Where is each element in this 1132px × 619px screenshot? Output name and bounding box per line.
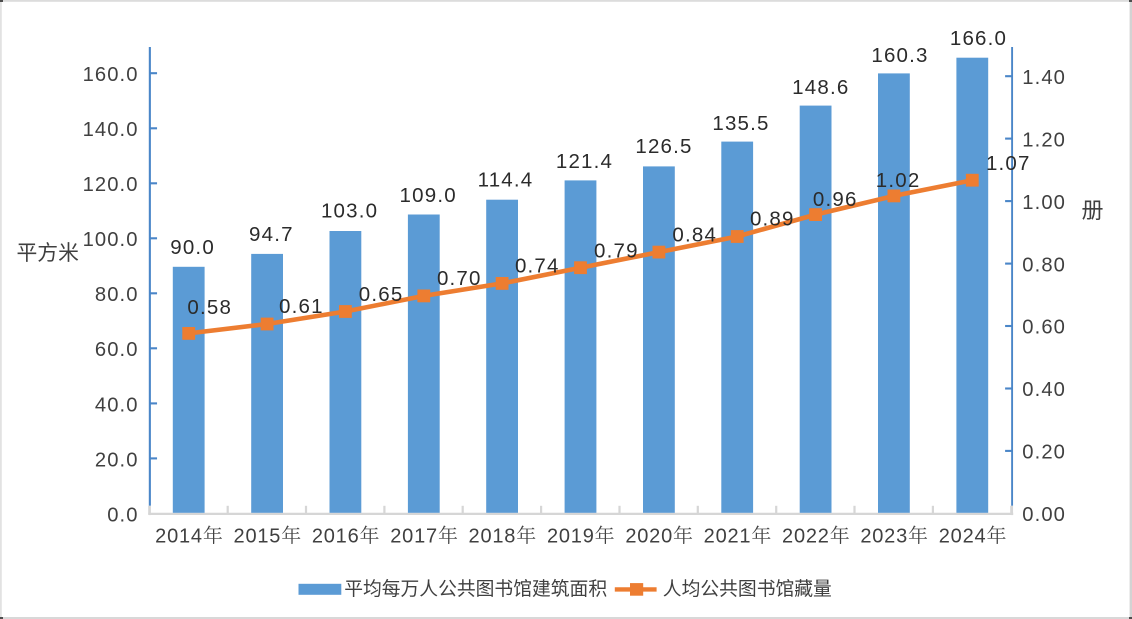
svg-text:0.00: 0.00: [1022, 504, 1066, 526]
svg-text:0.74: 0.74: [515, 255, 560, 278]
svg-text:140.0: 140.0: [83, 119, 139, 141]
svg-text:0.79: 0.79: [594, 239, 639, 262]
svg-text:90.0: 90.0: [170, 236, 215, 259]
svg-text:114.4: 114.4: [478, 169, 534, 192]
svg-text:160.0: 160.0: [83, 64, 139, 86]
svg-text:121.4: 121.4: [556, 150, 613, 173]
svg-text:109.0: 109.0: [400, 184, 457, 207]
svg-text:1.07: 1.07: [986, 152, 1031, 175]
svg-text:103.0: 103.0: [321, 200, 378, 223]
svg-text:1.02: 1.02: [876, 169, 921, 192]
svg-text:0.89: 0.89: [750, 208, 795, 231]
svg-text:60.0: 60.0: [95, 339, 139, 361]
svg-text:2019年: 2019年: [547, 520, 616, 549]
svg-text:2022年: 2022年: [782, 520, 851, 549]
svg-text:2016年: 2016年: [312, 520, 381, 549]
svg-text:135.5: 135.5: [712, 112, 769, 135]
svg-text:0.58: 0.58: [187, 296, 232, 319]
svg-text:平方米: 平方米: [17, 242, 80, 265]
svg-text:160.3: 160.3: [871, 44, 928, 67]
svg-text:1.20: 1.20: [1022, 129, 1066, 151]
svg-text:166.0: 166.0: [950, 27, 1007, 50]
svg-text:平均每万人公共图书馆建筑面积: 平均每万人公共图书馆建筑面积: [344, 578, 607, 599]
svg-text:0.65: 0.65: [359, 283, 404, 306]
svg-text:94.7: 94.7: [249, 223, 294, 246]
svg-text:0.80: 0.80: [1022, 254, 1066, 276]
svg-text:2018年: 2018年: [469, 520, 538, 549]
svg-text:0.61: 0.61: [279, 295, 324, 318]
svg-text:120.0: 120.0: [83, 174, 139, 196]
svg-text:2024年: 2024年: [939, 520, 1008, 549]
svg-text:2023年: 2023年: [860, 520, 929, 549]
svg-text:1.00: 1.00: [1022, 192, 1066, 214]
svg-text:2020年: 2020年: [625, 520, 694, 549]
svg-text:1.40: 1.40: [1022, 67, 1066, 89]
svg-text:2015年: 2015年: [234, 520, 303, 549]
svg-text:0.60: 0.60: [1022, 317, 1066, 339]
svg-text:0.20: 0.20: [1022, 442, 1066, 464]
svg-text:册: 册: [1082, 198, 1104, 223]
svg-text:0.0: 0.0: [107, 504, 138, 526]
svg-text:人均公共图书馆藏量: 人均公共图书馆藏量: [663, 578, 832, 599]
svg-text:100.0: 100.0: [83, 229, 139, 251]
svg-text:148.6: 148.6: [792, 76, 849, 99]
svg-text:80.0: 80.0: [95, 284, 139, 306]
svg-text:0.70: 0.70: [437, 267, 482, 290]
svg-text:126.5: 126.5: [635, 135, 692, 158]
svg-text:20.0: 20.0: [95, 449, 139, 471]
svg-text:2021年: 2021年: [704, 520, 773, 549]
svg-text:40.0: 40.0: [95, 394, 139, 416]
svg-text:0.84: 0.84: [672, 224, 717, 247]
svg-text:0.96: 0.96: [813, 188, 858, 211]
svg-text:2017年: 2017年: [390, 520, 459, 549]
svg-text:0.40: 0.40: [1022, 379, 1066, 401]
svg-text:2014年: 2014年: [155, 520, 224, 549]
